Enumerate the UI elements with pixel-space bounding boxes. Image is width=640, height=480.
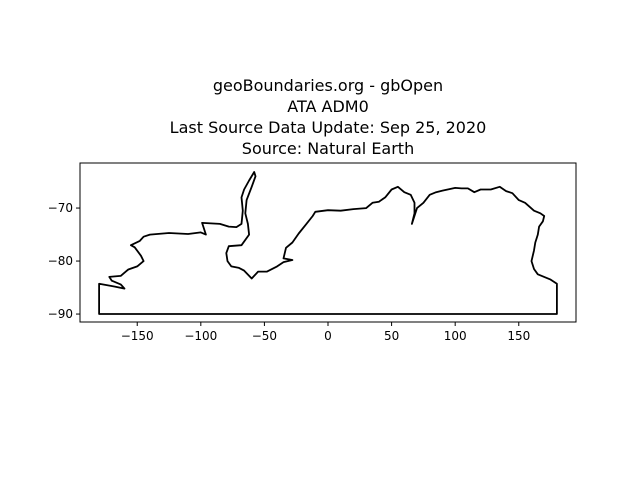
title-line-2: ATA ADM0 (287, 97, 369, 116)
x-tick-label: 100 (444, 329, 467, 343)
y-tick-label: −70 (48, 201, 73, 215)
x-tick-label: −150 (121, 329, 154, 343)
x-tick-label: −100 (184, 329, 217, 343)
antarctica-boundary (98, 171, 558, 315)
title-line-4: Source: Natural Earth (241, 139, 415, 158)
y-tick-label: −90 (48, 307, 73, 321)
title-line-1: geoBoundaries.org - gbOpen (212, 76, 444, 95)
x-tick-label: 50 (384, 329, 399, 343)
axes-frame (79, 162, 577, 323)
y-tick-label: −80 (48, 254, 73, 268)
y-axis: −70 −80 −90 (48, 201, 80, 321)
boundary-outline (98, 171, 558, 315)
x-tick-label: −50 (252, 329, 277, 343)
x-axis: −150 −100 −50 0 50 100 150 (121, 322, 530, 343)
x-tick-label: 0 (324, 329, 332, 343)
title-line-3: Last Source Data Update: Sep 25, 2020 (169, 118, 487, 137)
x-tick-label: 150 (507, 329, 530, 343)
